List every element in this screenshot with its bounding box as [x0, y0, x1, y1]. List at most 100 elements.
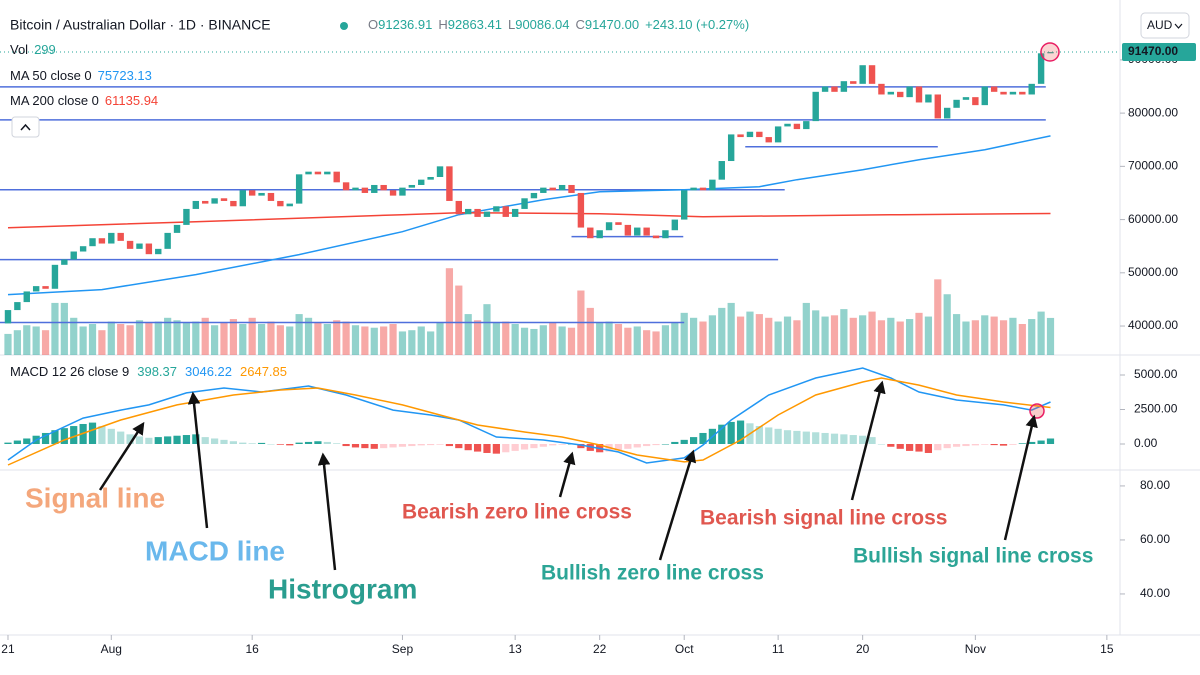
candle — [427, 176, 434, 180]
volume-bar — [304, 317, 313, 355]
volume-bar — [877, 320, 886, 355]
volume-bar — [427, 331, 435, 355]
volume-bar — [211, 325, 219, 355]
volume-bar — [370, 327, 378, 355]
currency-dropdown[interactable]: AUD — [1140, 12, 1190, 39]
candle — [530, 192, 538, 199]
histogram-bar — [41, 432, 50, 444]
y-tick-label: 40.00 — [1140, 586, 1170, 600]
histogram-bar — [643, 443, 651, 447]
volume-bar — [1009, 317, 1017, 355]
legend-name: MA 200 close 0 — [10, 93, 99, 108]
candle — [624, 224, 632, 236]
volume-bar — [746, 311, 754, 355]
histogram-bar — [201, 437, 209, 444]
volume-bar — [32, 326, 40, 355]
y-tick-label: 70000.00 — [1128, 159, 1178, 173]
histogram-bar — [802, 431, 810, 444]
ohlc-key: O — [368, 17, 378, 32]
candle — [943, 107, 951, 119]
candle — [1009, 91, 1017, 95]
ohlc-value: 92863.41 — [448, 17, 502, 32]
legend-value: 398.37 — [137, 364, 177, 379]
legend-value: 61135.94 — [105, 93, 158, 108]
ohlc-value: 91470.00 — [585, 17, 639, 32]
histogram-bar — [793, 430, 801, 444]
collapse-button[interactable] — [11, 116, 40, 138]
histogram-bar — [483, 443, 491, 453]
histogram-bar — [380, 443, 388, 449]
volume-bar — [417, 326, 425, 355]
dropdown-frame[interactable] — [1140, 12, 1190, 39]
histogram-bar — [906, 443, 914, 451]
volume-bar — [51, 302, 59, 355]
candle — [1019, 91, 1026, 95]
button-frame[interactable] — [11, 116, 40, 138]
volume-bar — [473, 320, 482, 355]
volume-bar — [182, 322, 191, 355]
candle — [615, 222, 622, 225]
histogram-bar — [877, 443, 886, 445]
histogram-bar — [736, 420, 745, 444]
candle — [521, 198, 528, 209]
histogram-bar — [182, 435, 191, 444]
histogram-bar — [267, 443, 275, 445]
ma-legend: MA 200 close 0 61135.94 — [10, 93, 158, 108]
volume-bar — [286, 326, 294, 355]
histogram-bar — [755, 426, 763, 444]
volume-bar — [783, 316, 792, 355]
arrow — [98, 421, 145, 491]
volume-bar — [1018, 324, 1026, 355]
candle — [596, 230, 603, 239]
histogram-bar — [4, 442, 12, 444]
macd-legend: MACD 12 26 close 9 398.37 3046.22 2647.85 — [10, 364, 287, 379]
candle — [418, 179, 425, 185]
candle — [502, 206, 509, 217]
candle — [42, 286, 49, 289]
candle — [483, 211, 491, 217]
volume-bar — [342, 321, 350, 355]
volume-bar — [530, 328, 538, 355]
candle — [211, 198, 218, 204]
volume-bar — [549, 322, 557, 355]
candle — [286, 203, 293, 207]
volume-bar — [276, 325, 284, 355]
candle — [868, 65, 876, 84]
volume-bar — [520, 327, 529, 355]
histogram-bar — [107, 428, 115, 444]
volume-bar — [13, 330, 21, 355]
candle — [446, 166, 453, 201]
volume-bar — [596, 322, 604, 355]
histogram-bar — [361, 443, 369, 449]
candle — [803, 121, 810, 130]
volume-bar — [830, 315, 839, 355]
histogram-bar — [727, 421, 735, 444]
candle — [89, 238, 96, 247]
y-tick-label: 80000.00 — [1128, 105, 1178, 119]
histogram-bar — [868, 437, 876, 444]
candle — [737, 134, 744, 138]
volume-bar — [802, 302, 810, 355]
volume-legend: Vol 299 — [10, 42, 56, 57]
histogram-bar — [370, 443, 378, 449]
volume-bar — [295, 314, 303, 355]
histogram-bar — [1028, 441, 1036, 444]
histogram-bar — [473, 443, 482, 452]
volume-bar — [135, 320, 144, 355]
volume-bar — [943, 294, 951, 355]
candle — [4, 310, 12, 324]
volume-bar — [70, 317, 78, 355]
candle — [887, 91, 895, 95]
histogram-bar — [652, 443, 660, 446]
candle — [51, 264, 59, 289]
candle — [389, 190, 397, 196]
candle — [681, 190, 688, 220]
histogram-bar — [511, 443, 519, 451]
candle — [953, 99, 960, 108]
histogram-bar — [943, 443, 951, 449]
histogram-bar — [417, 443, 425, 446]
candle — [756, 131, 763, 138]
volume-bar — [558, 326, 566, 355]
candle — [455, 200, 463, 215]
x-tick-label: 21 — [1, 642, 15, 656]
